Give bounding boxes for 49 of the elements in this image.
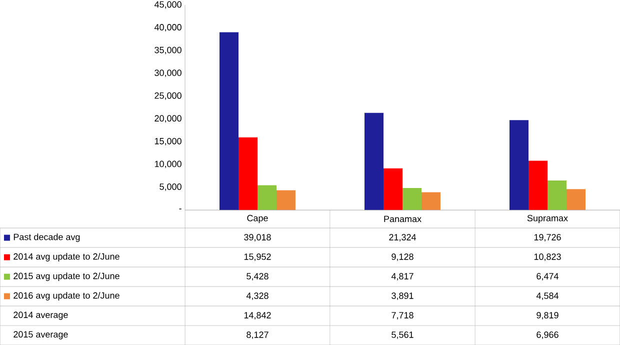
- bar: [422, 192, 441, 210]
- data-label: 4,817: [391, 273, 414, 280]
- x-tick-label: Cape: [247, 214, 268, 224]
- legend-label: 2015 avg update to 2/June: [14, 272, 120, 281]
- bar: [276, 190, 296, 210]
- data-label: 21,324: [389, 234, 416, 242]
- text: 14,842: [244, 312, 271, 320]
- y-tick-label: 40,000: [154, 24, 182, 32]
- bar: [510, 120, 529, 210]
- legend-label: 2016 avg update to 2/June: [14, 292, 120, 300]
- legend-label: Past decade avg: [14, 234, 80, 242]
- data-label: 10,823: [534, 254, 561, 261]
- bar: [384, 168, 403, 210]
- data-label: 4,584: [536, 292, 558, 300]
- data-label: 4,328: [246, 292, 268, 300]
- y-tick-label: 10,000: [154, 160, 182, 168]
- text: 8,127: [246, 332, 268, 339]
- y-tick-label: 35,000: [154, 46, 182, 54]
- y-tick-label: 5,000: [160, 183, 182, 191]
- bar: [402, 188, 422, 210]
- x-tick-label: Panamax: [384, 216, 422, 222]
- legend-label: 2014 avg update to 2/June: [14, 253, 120, 262]
- data-label: 3,891: [392, 292, 414, 300]
- text: 6,966: [536, 332, 558, 339]
- y-tick-label: 45,000: [154, 1, 182, 9]
- data-label: 6,474: [536, 273, 558, 280]
- bar: [364, 112, 384, 210]
- y-tick-label: -: [179, 208, 182, 210]
- bar: [238, 137, 258, 210]
- bar: [258, 185, 277, 210]
- data-label: 5,428: [246, 273, 268, 280]
- bar: [566, 189, 586, 210]
- data-label: 15,952: [244, 254, 271, 261]
- bar: [220, 32, 239, 210]
- text: 5,561: [392, 332, 414, 339]
- y-tick-label: 20,000: [154, 115, 182, 123]
- y-tick-label: 30,000: [154, 70, 182, 78]
- y-tick-label: 15,000: [154, 138, 182, 146]
- data-label: 39,018: [244, 234, 271, 242]
- y-tick-label: 25,000: [154, 92, 182, 100]
- x-tick-label: Supramax: [527, 214, 568, 224]
- data-label: 19,726: [534, 234, 561, 242]
- text: 2014 average: [14, 312, 68, 320]
- text: 2015 average: [14, 331, 68, 340]
- bar: [528, 160, 548, 210]
- bar: [548, 180, 567, 210]
- data-label: 9,128: [392, 254, 414, 261]
- text: 9,819: [536, 312, 558, 320]
- text: 7,718: [392, 312, 414, 320]
